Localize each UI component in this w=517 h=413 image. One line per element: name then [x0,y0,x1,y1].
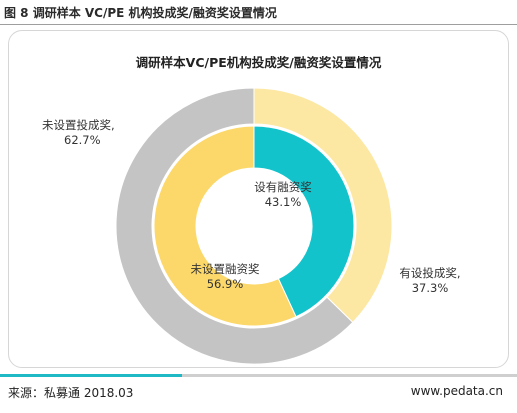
inner-ring [153,125,355,327]
footer-url: www.pedata.cn [410,384,503,398]
footer-divider [0,374,517,377]
label-outer-with: 有设投成奖, 37.3% [380,266,480,296]
label-inner-without: 未设置融资奖 56.9% [170,262,280,292]
label-outer-with-pct: 37.3% [411,281,449,295]
label-outer-with-name: 有设投成奖, [399,266,461,280]
label-outer-without: 未设置投成奖, 62.7% [42,118,115,148]
footer-accent-bar [0,374,182,377]
slice-outer-with-bonus [253,87,393,324]
chart-title: 调研样本VC/PE机构投成奖/融资奖设置情况 [135,55,382,70]
label-outer-without-pct: 62.7% [64,133,101,147]
label-inner-with-pct: 43.1% [264,195,302,209]
label-inner-without-name: 未设置融资奖 [190,262,260,276]
footer-source: 来源：私募通 2018.03 [8,386,134,400]
label-inner-without-pct: 56.9% [206,277,244,291]
slice-inner-without-financing-bonus [153,125,297,327]
slice-outer-without-bonus [115,87,354,365]
slice-inner-with-financing-bonus [253,125,355,318]
label-inner-with: 设有融资奖 43.1% [228,180,338,210]
header-divider [0,24,517,25]
label-inner-with-name: 设有融资奖 [254,180,312,194]
figure-header: 图 8 调研样本 VC/PE 机构投成奖/融资奖设置情况 [4,5,277,20]
outer-ring [115,87,393,365]
label-outer-without-name: 未设置投成奖, [42,118,115,132]
